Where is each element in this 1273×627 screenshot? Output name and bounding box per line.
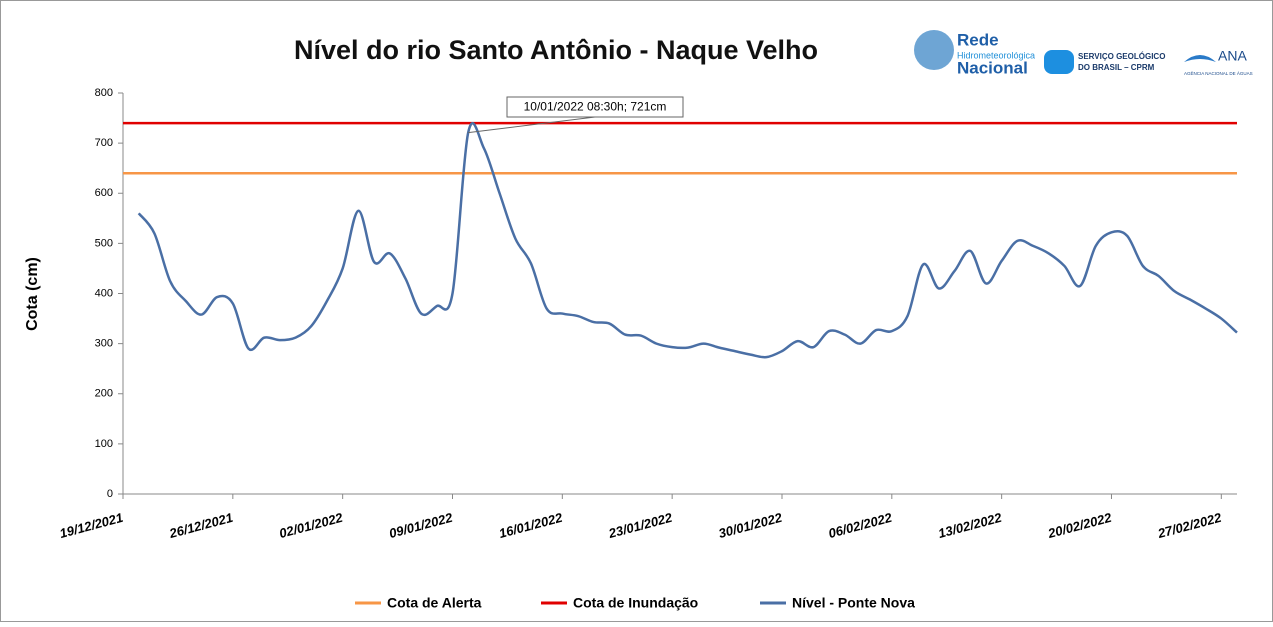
- logo-text: ANA: [1218, 48, 1247, 64]
- chart-title: Nível do rio Santo Antônio - Naque Velho: [294, 35, 818, 65]
- logo-text: DO BRASIL – CPRM: [1078, 63, 1155, 72]
- logo-icon: [914, 30, 954, 70]
- logos: Rede Hidrometeorológica Nacional SERVIÇO…: [914, 30, 1253, 77]
- legend-label: Cota de Inundação: [573, 595, 698, 611]
- line: [137, 122, 1238, 359]
- y-tick-label: 0: [107, 488, 113, 500]
- annotation-box: [506, 96, 684, 118]
- y-tick-label: 800: [95, 87, 113, 99]
- annotation: 10/01/2022 08:30h; 721cm: [524, 100, 667, 114]
- y-tick-label: 100: [95, 438, 113, 450]
- y-tick-label: 300: [95, 338, 113, 350]
- y-tick-label: 600: [95, 187, 113, 199]
- y-tick-label: 500: [95, 237, 113, 249]
- y-tick-label: 200: [95, 388, 113, 400]
- logo-text: Nacional: [957, 58, 1028, 77]
- y-tick-label: 400: [95, 287, 113, 299]
- logo-icon: [1184, 55, 1216, 62]
- annotation-leader: [468, 116, 596, 134]
- y-axis-label: Cota (cm): [24, 257, 41, 331]
- logo-icon: [1044, 50, 1074, 74]
- legend-label: Cota de Alerta: [387, 595, 482, 611]
- logo-text: SERVIÇO GEOLÓGICO: [1078, 52, 1165, 61]
- logo-text: Rede: [957, 30, 999, 49]
- logo-text: AGÊNCIA NACIONAL DE ÁGUAS: [1184, 69, 1253, 76]
- y-tick-label: 700: [95, 137, 113, 149]
- legend-label: Nível - Ponte Nova: [792, 595, 915, 611]
- logo-text: Hidrometeorológica: [957, 50, 1035, 60]
